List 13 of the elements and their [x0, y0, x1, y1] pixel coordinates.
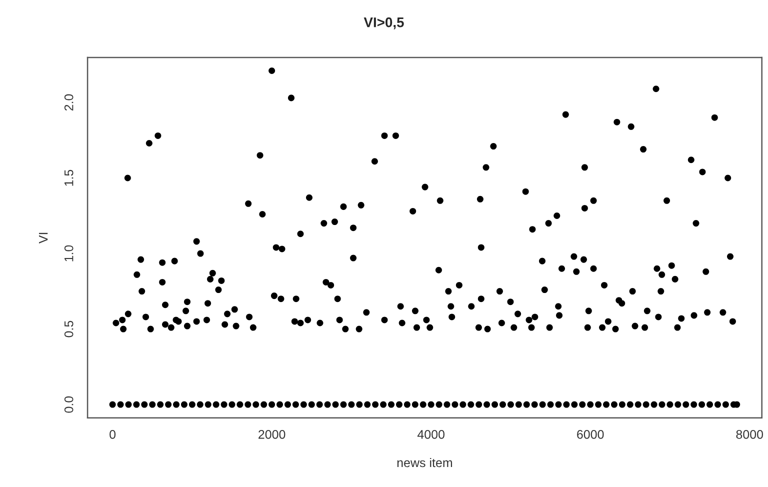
y-tick-label: 2.0 [64, 94, 74, 111]
y-tick-label: 1.5 [64, 170, 74, 186]
y-tick-label: 0.0 [64, 396, 74, 413]
x-tick-label: 4000 [417, 430, 444, 439]
y-tick-label: 0.5 [64, 320, 74, 338]
y-tick-label: 1.0 [64, 245, 74, 262]
x-axis-title: news item [397, 458, 452, 468]
y-axis-title: VI [39, 232, 48, 244]
x-tick-label: 8000 [736, 430, 764, 439]
x-tick-label: 2000 [258, 430, 286, 439]
x-tick-label: 6000 [577, 430, 604, 439]
chart-title: VI>0,5 [364, 17, 404, 30]
x-tick-label: 0 [110, 430, 116, 439]
